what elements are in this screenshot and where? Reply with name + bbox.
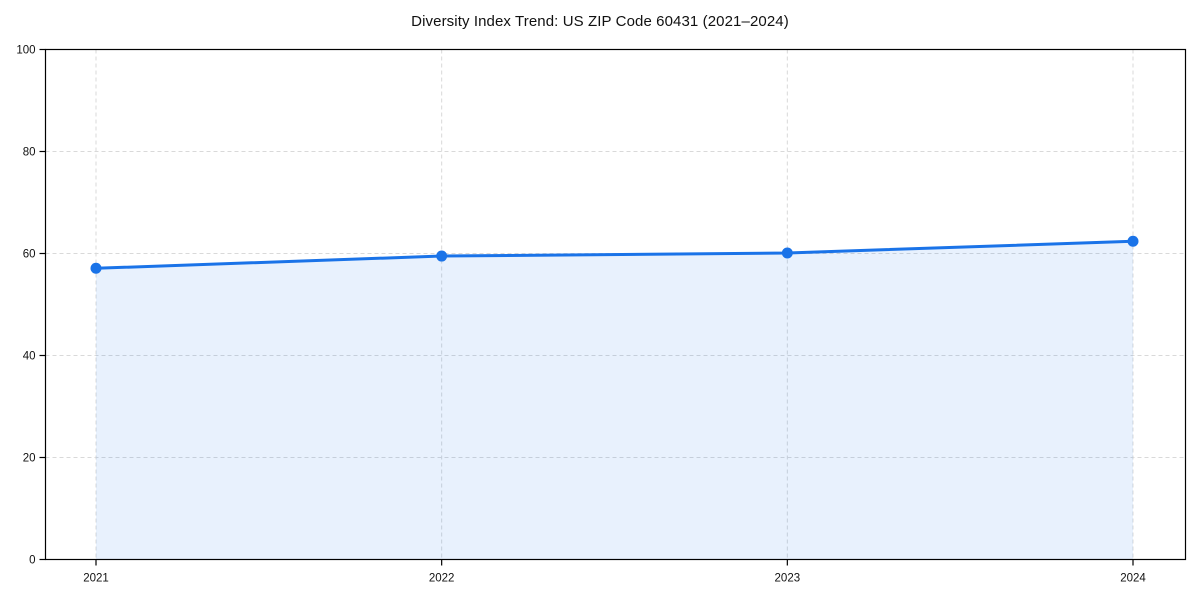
x-tick-label: 2021 xyxy=(83,573,109,585)
y-tick-label: 100 xyxy=(16,45,35,57)
y-tick-label: 60 xyxy=(23,249,36,261)
x-tick-label: 2022 xyxy=(429,573,455,585)
data-point xyxy=(436,250,448,262)
x-tick-label: 2023 xyxy=(775,573,801,585)
y-tick-label: 80 xyxy=(23,147,36,159)
plot-border xyxy=(44,48,1187,561)
y-tick-label: 40 xyxy=(23,351,36,363)
data-point xyxy=(1127,235,1139,247)
x-tick-label: 2024 xyxy=(1120,573,1146,585)
chart-title: Diversity Index Trend: US ZIP Code 60431… xyxy=(411,13,789,30)
y-tick-label: 20 xyxy=(23,453,36,465)
area-fill xyxy=(96,241,1133,560)
trend-line xyxy=(94,239,1135,270)
y-tick-label: 0 xyxy=(29,555,35,567)
data-point xyxy=(90,262,102,274)
data-point xyxy=(781,247,793,259)
